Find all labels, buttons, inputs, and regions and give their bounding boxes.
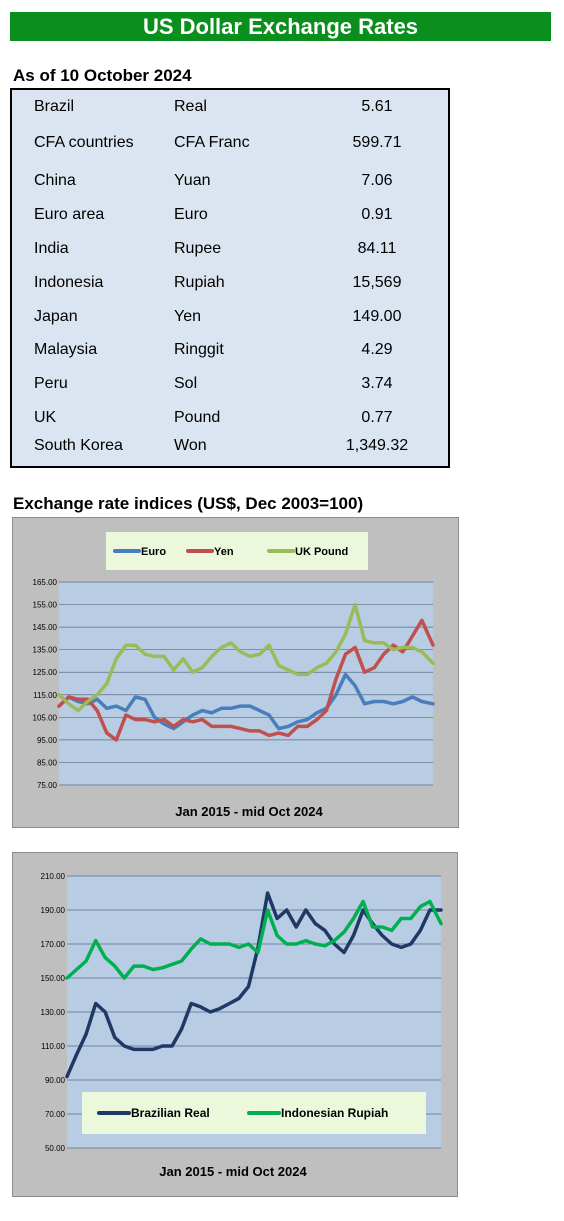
y-tick-label: 125.00 bbox=[33, 668, 58, 677]
rate-row: Brazil Real 5.61 bbox=[12, 98, 448, 122]
rate-row: UK Pound 0.77 bbox=[12, 409, 448, 433]
y-tick-label: 130.00 bbox=[41, 1008, 66, 1017]
chart-panel-real-rupiah: 50.00 70.00 90.00 110.00 130.00 150.00 170.00 1… bbox=[12, 852, 458, 1197]
y-tick-label: 170.00 bbox=[41, 940, 66, 949]
legend-box bbox=[106, 532, 368, 570]
rate-row: China Yuan 7.06 bbox=[12, 172, 448, 196]
rate-country: China bbox=[34, 172, 76, 189]
rate-row: South Korea Won 1,349.32 bbox=[12, 437, 448, 461]
x-axis-caption: Jan 2015 - mid Oct 2024 bbox=[159, 1164, 307, 1179]
legend-label: Brazilian Real bbox=[131, 1106, 210, 1120]
rate-value: 0.77 bbox=[361, 409, 393, 426]
rate-currency: Yen bbox=[174, 308, 201, 325]
rate-country: South Korea bbox=[34, 437, 123, 454]
rate-value: 4.29 bbox=[361, 341, 393, 358]
rate-currency: Ringgit bbox=[174, 341, 224, 358]
rate-currency: Won bbox=[174, 437, 207, 454]
rate-currency: Sol bbox=[174, 375, 198, 392]
rate-row: Indonesia Rupiah 15,569 bbox=[12, 274, 448, 298]
y-tick-label: 105.00 bbox=[33, 713, 58, 722]
rate-currency: Yuan bbox=[174, 172, 211, 189]
series-line-uk-pound bbox=[57, 602, 435, 713]
rate-value: 7.06 bbox=[361, 172, 393, 189]
y-tick-label: 135.00 bbox=[33, 646, 58, 655]
rate-value: 0.91 bbox=[361, 206, 393, 223]
rate-country: Japan bbox=[34, 308, 78, 325]
series-line-indonesian-rupiah bbox=[65, 899, 443, 980]
y-tick-label: 85.00 bbox=[37, 758, 58, 767]
rate-currency: Euro bbox=[174, 206, 208, 223]
rate-row: Peru Sol 3.74 bbox=[12, 375, 448, 399]
rate-currency: Rupiah bbox=[174, 274, 225, 291]
rate-currency: Real bbox=[174, 98, 207, 115]
series-line-yen bbox=[57, 618, 435, 742]
series-line-brazilian-real bbox=[65, 891, 443, 1079]
rate-row: Japan Yen 149.00 bbox=[12, 308, 448, 332]
rate-value: 3.74 bbox=[361, 375, 393, 392]
rate-row: Euro area Euro 0.91 bbox=[12, 206, 448, 230]
rate-country: CFA countries bbox=[34, 134, 134, 151]
y-tick-label: 190.00 bbox=[41, 906, 66, 915]
chart-euro-yen-pound: 75.00 85.00 95.00 105.00 115.00 125.00 135.00 1… bbox=[33, 532, 435, 819]
y-tick-label: 150.00 bbox=[41, 974, 66, 983]
rate-value: 149.00 bbox=[352, 308, 402, 325]
legend-label: UK Pound bbox=[295, 546, 348, 558]
rate-currency: Rupee bbox=[174, 240, 222, 257]
y-tick-label: 50.00 bbox=[45, 1144, 66, 1153]
y-tick-label: 165.00 bbox=[33, 578, 58, 587]
series-line-euro bbox=[57, 672, 435, 731]
y-tick-label: 95.00 bbox=[37, 736, 58, 745]
rate-country: Peru bbox=[34, 375, 68, 392]
rate-country: Malaysia bbox=[34, 341, 98, 358]
indices-section-title: Exchange rate indices (US$, Dec 2003=100… bbox=[13, 494, 364, 513]
rate-value: 84.11 bbox=[357, 240, 397, 257]
legend-label: Euro bbox=[141, 546, 166, 558]
page-banner-title: US Dollar Exchange Rates bbox=[10, 12, 551, 41]
y-tick-label: 110.00 bbox=[41, 1042, 65, 1051]
y-tick-label: 75.00 bbox=[37, 781, 58, 790]
rate-row: India Rupee 84.11 bbox=[12, 240, 448, 264]
chart-real-rupiah: 50.00 70.00 90.00 110.00 130.00 150.00 170.00 1… bbox=[41, 872, 443, 1179]
legend-label: Yen bbox=[214, 546, 234, 558]
rate-currency: Pound bbox=[174, 409, 221, 426]
exchange-rate-table: Brazil Real 5.61 CFA countries CFA Franc 599.… bbox=[10, 88, 450, 468]
rate-country: UK bbox=[34, 409, 57, 426]
legend-label: Indonesian Rupiah bbox=[281, 1106, 388, 1120]
rate-value: 599.71 bbox=[352, 134, 402, 151]
y-tick-label: 115.00 bbox=[33, 691, 57, 700]
y-tick-label: 210.00 bbox=[41, 872, 66, 881]
y-tick-label: 155.00 bbox=[33, 601, 58, 610]
rate-country: India bbox=[34, 240, 69, 257]
rate-value: 1,349.32 bbox=[345, 437, 409, 454]
y-tick-label: 145.00 bbox=[33, 623, 58, 632]
rate-country: Euro area bbox=[34, 206, 105, 223]
y-tick-label: 70.00 bbox=[45, 1110, 66, 1119]
rate-value: 5.61 bbox=[361, 98, 393, 115]
rate-currency: CFA Franc bbox=[174, 134, 250, 151]
chart-panel-euro-yen-pound: 75.00 85.00 95.00 105.00 115.00 125.00 135.00 1… bbox=[12, 517, 459, 828]
y-tick-label: 90.00 bbox=[45, 1076, 66, 1085]
rate-country: Indonesia bbox=[34, 274, 104, 291]
rate-value: 15,569 bbox=[352, 274, 402, 291]
rate-country: Brazil bbox=[34, 98, 75, 115]
rate-row: Malaysia Ringgit 4.29 bbox=[12, 341, 448, 365]
as-of-date: As of 10 October 2024 bbox=[13, 66, 192, 85]
x-axis-caption: Jan 2015 - mid Oct 2024 bbox=[175, 804, 323, 819]
plot-area bbox=[59, 582, 433, 785]
rate-row: CFA countries CFA Franc 599.71 bbox=[12, 134, 448, 158]
